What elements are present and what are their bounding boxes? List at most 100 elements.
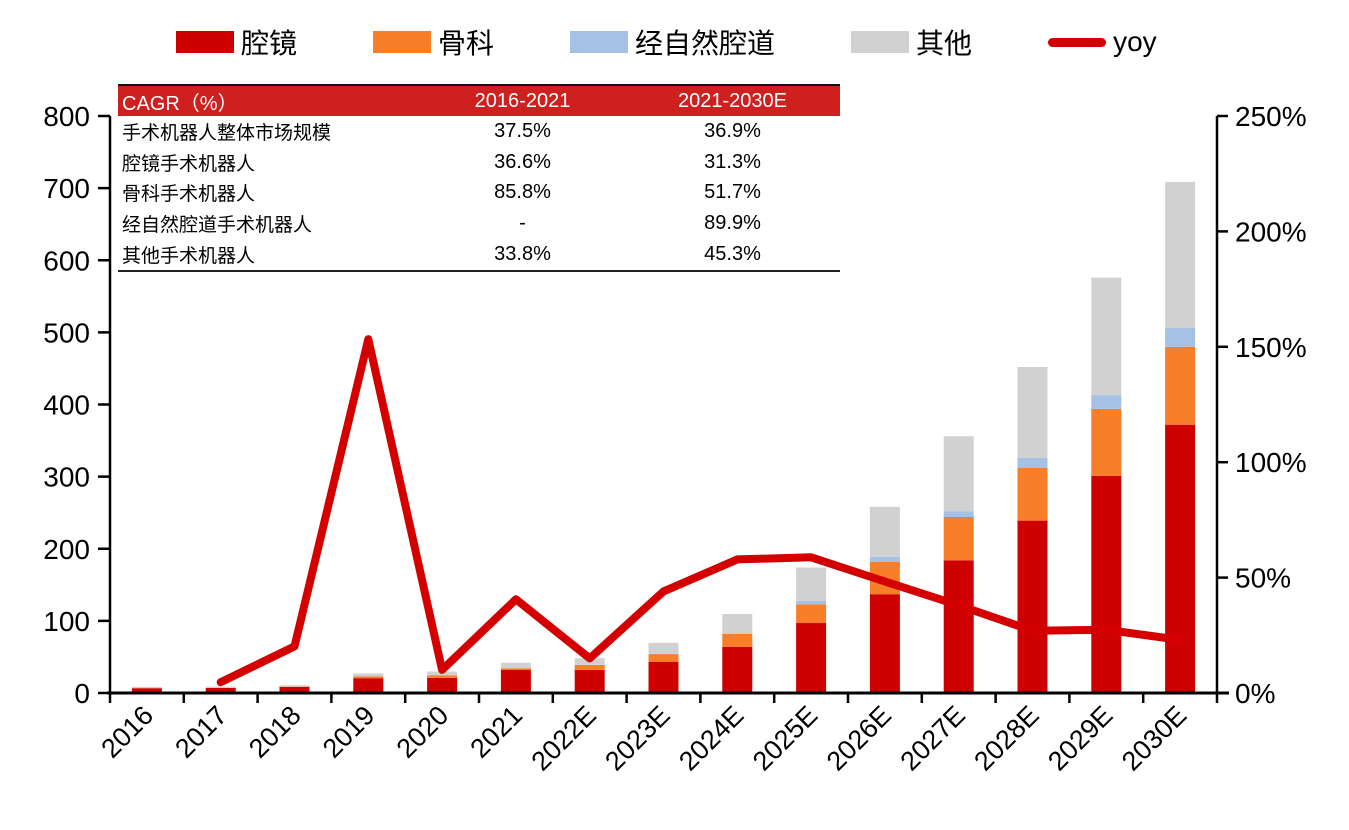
bar-segment-骨科-2027E xyxy=(944,517,974,560)
right-axis-label: 0% xyxy=(1235,678,1275,709)
bar-segment-腔镜-2028E xyxy=(1018,521,1048,693)
cagr-value-2016-2021: 33.8% xyxy=(420,243,625,266)
bar-segment-其他-2019 xyxy=(353,674,383,677)
bar-segment-腔镜-2027E xyxy=(944,560,974,693)
x-axis-label-2017: 2017 xyxy=(169,700,233,764)
x-axis-label-2020: 2020 xyxy=(391,700,455,764)
bar-segment-其他-2017 xyxy=(206,687,236,688)
bar-segment-经自然腔道-2029E xyxy=(1091,395,1121,409)
bar-segment-其他-2026E xyxy=(870,507,900,557)
bar-segment-骨科-2020 xyxy=(427,675,457,678)
x-axis-label-2030E: 2030E xyxy=(1116,700,1192,776)
bar-segment-骨科-2025E xyxy=(796,604,826,623)
legend-box-swatch xyxy=(373,31,431,53)
legend-item-经自然腔道: 经自然腔道 xyxy=(570,22,775,62)
bar-segment-腔镜-2025E xyxy=(796,623,826,693)
legend-item-其他: 其他 xyxy=(851,22,972,62)
right-axis-label: 50% xyxy=(1235,563,1291,594)
x-axis-label-2027E: 2027E xyxy=(895,700,971,776)
chart-legend: 腔镜 骨科 经自然腔道 其他 yoy xyxy=(176,22,1157,62)
bar-segment-腔镜-2030E xyxy=(1165,425,1195,693)
cagr-table: CAGR（%） 2016-2021 2021-2030E 手术机器人整体市场规模… xyxy=(118,84,840,272)
bar-segment-经自然腔道-2028E xyxy=(1018,458,1048,468)
right-axis-label: 150% xyxy=(1235,332,1307,363)
cagr-value-2021-2030e: 89.9% xyxy=(625,212,840,235)
cagr-row-label: 经自然腔道手术机器人 xyxy=(118,210,420,237)
bar-segment-其他-2018 xyxy=(280,685,310,686)
cagr-value-2021-2030e: 51.7% xyxy=(625,181,840,204)
bar-segment-骨科-2030E xyxy=(1165,347,1195,425)
bar-segment-经自然腔道-2026E xyxy=(870,557,900,562)
left-axis-label: 600 xyxy=(43,245,90,276)
legend-label: yoy xyxy=(1113,26,1157,58)
cagr-value-2016-2021: 85.8% xyxy=(420,181,625,204)
bar-segment-其他-2023E xyxy=(649,643,679,654)
cagr-value-2016-2021: 36.6% xyxy=(420,151,625,174)
bar-segment-腔镜-2024E xyxy=(722,647,752,693)
bar-segment-其他-2028E xyxy=(1018,367,1048,458)
x-axis-label-2021: 2021 xyxy=(464,700,528,764)
x-axis-label-2026E: 2026E xyxy=(821,700,897,776)
left-axis-label: 500 xyxy=(43,317,90,348)
cagr-value-2016-2021: - xyxy=(420,212,625,235)
legend-label: 其他 xyxy=(916,22,972,62)
bar-segment-经自然腔道-2030E xyxy=(1165,328,1195,347)
left-axis-label: 200 xyxy=(43,534,90,565)
cagr-header-2021-2030e: 2021-2030E xyxy=(625,90,840,113)
bar-segment-其他-2016 xyxy=(132,687,162,688)
cagr-header-metric: CAGR（%） xyxy=(118,87,420,116)
bar-segment-其他-2030E xyxy=(1165,182,1195,328)
cagr-header-2016-2021: 2016-2021 xyxy=(420,90,625,113)
bar-segment-经自然腔道-2025E xyxy=(796,601,826,605)
x-axis-label-2029E: 2029E xyxy=(1042,700,1118,776)
legend-box-swatch xyxy=(176,31,234,53)
bar-segment-骨科-2021 xyxy=(501,668,531,670)
bar-segment-骨科-2028E xyxy=(1018,468,1048,521)
legend-label: 腔镜 xyxy=(241,22,297,62)
bar-segment-骨科-2019 xyxy=(353,676,383,678)
legend-item-yoy: yoy xyxy=(1048,26,1157,58)
bar-segment-其他-2021 xyxy=(501,663,531,668)
cagr-value-2021-2030e: 45.3% xyxy=(625,243,840,266)
cagr-value-2021-2030e: 36.9% xyxy=(625,120,840,143)
left-axis-label: 300 xyxy=(43,462,90,493)
cagr-value-2016-2021: 37.5% xyxy=(420,120,625,143)
bar-segment-腔镜-2026E xyxy=(870,594,900,693)
bar-segment-其他-2027E xyxy=(944,436,974,511)
bar-segment-其他-2024E xyxy=(722,614,752,633)
cagr-table-header: CAGR（%） 2016-2021 2021-2030E xyxy=(118,86,840,116)
x-axis-label-2019: 2019 xyxy=(317,700,381,764)
left-axis-label: 400 xyxy=(43,390,90,421)
x-axis-label-2016: 2016 xyxy=(95,700,159,764)
cagr-row-label: 其他手术机器人 xyxy=(118,241,420,268)
bar-segment-腔镜-2021 xyxy=(501,670,531,693)
x-axis-label-2018: 2018 xyxy=(243,700,307,764)
bar-segment-腔镜-2023E xyxy=(649,662,679,693)
bar-segment-腔镜-2019 xyxy=(353,678,383,693)
legend-box-swatch xyxy=(851,31,909,53)
x-axis-label-2023E: 2023E xyxy=(599,700,675,776)
left-axis-label: 700 xyxy=(43,173,90,204)
bar-segment-经自然腔道-2027E xyxy=(944,511,974,517)
cagr-row-label: 腔镜手术机器人 xyxy=(118,149,420,176)
bar-segment-其他-2029E xyxy=(1091,278,1121,396)
x-axis-label-2022E: 2022E xyxy=(526,700,602,776)
cagr-row-label: 手术机器人整体市场规模 xyxy=(118,118,420,145)
legend-label: 经自然腔道 xyxy=(635,22,775,62)
bar-segment-骨科-2022E xyxy=(575,665,605,670)
legend-item-腔镜: 腔镜 xyxy=(176,22,297,62)
bar-segment-腔镜-2029E xyxy=(1091,476,1121,693)
cagr-row-label: 骨科手术机器人 xyxy=(118,179,420,206)
legend-label: 骨科 xyxy=(438,22,494,62)
cagr-table-row: 经自然腔道手术机器人-89.9% xyxy=(118,208,840,239)
x-axis-label-2025E: 2025E xyxy=(747,700,823,776)
x-axis-label-2024E: 2024E xyxy=(673,700,749,776)
bar-segment-骨科-2029E xyxy=(1091,409,1121,476)
right-axis-label: 250% xyxy=(1235,101,1307,132)
